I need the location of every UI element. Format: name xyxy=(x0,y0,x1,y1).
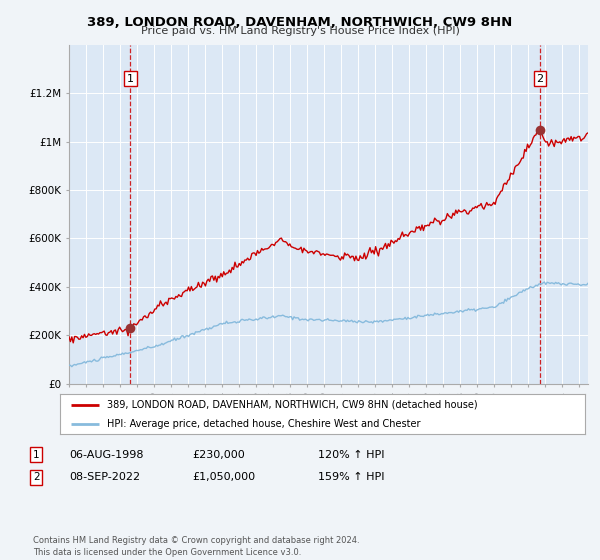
Text: 2: 2 xyxy=(536,74,544,83)
Text: Contains HM Land Registry data © Crown copyright and database right 2024.
This d: Contains HM Land Registry data © Crown c… xyxy=(33,536,359,557)
Text: 120% ↑ HPI: 120% ↑ HPI xyxy=(318,450,385,460)
Text: 1: 1 xyxy=(127,74,134,83)
Text: £230,000: £230,000 xyxy=(192,450,245,460)
Text: HPI: Average price, detached house, Cheshire West and Chester: HPI: Average price, detached house, Ches… xyxy=(107,419,421,429)
Text: £1,050,000: £1,050,000 xyxy=(192,472,255,482)
Text: 1: 1 xyxy=(33,450,40,460)
Text: 389, LONDON ROAD, DAVENHAM, NORTHWICH, CW9 8HN (detached house): 389, LONDON ROAD, DAVENHAM, NORTHWICH, C… xyxy=(107,400,478,409)
Text: 08-SEP-2022: 08-SEP-2022 xyxy=(69,472,140,482)
Text: 389, LONDON ROAD, DAVENHAM, NORTHWICH, CW9 8HN: 389, LONDON ROAD, DAVENHAM, NORTHWICH, C… xyxy=(88,16,512,29)
Text: 06-AUG-1998: 06-AUG-1998 xyxy=(69,450,143,460)
Text: Price paid vs. HM Land Registry's House Price Index (HPI): Price paid vs. HM Land Registry's House … xyxy=(140,26,460,36)
Text: 2: 2 xyxy=(33,472,40,482)
Text: 159% ↑ HPI: 159% ↑ HPI xyxy=(318,472,385,482)
